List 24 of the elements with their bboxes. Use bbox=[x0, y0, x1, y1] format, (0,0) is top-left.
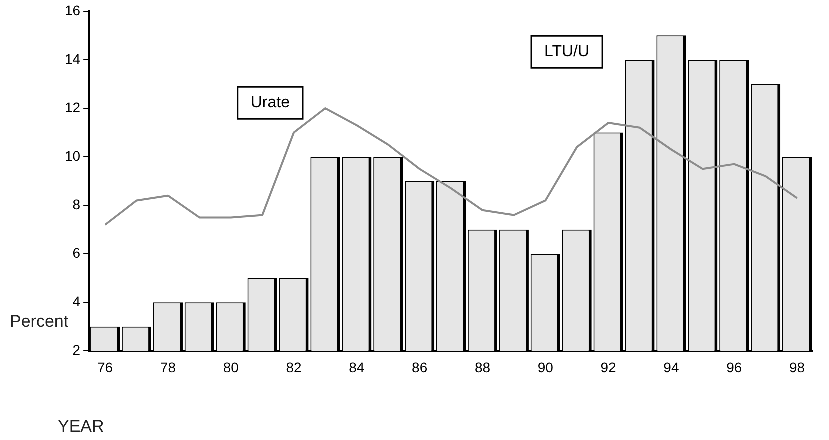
x-tick-label: 76 bbox=[98, 359, 114, 376]
x-tick-label: 96 bbox=[726, 359, 742, 376]
y-axis-title: Percent bbox=[10, 312, 69, 332]
x-tick-label: 90 bbox=[538, 359, 554, 376]
series-label: Urate bbox=[250, 94, 290, 112]
x-tick-label: 82 bbox=[286, 359, 302, 376]
y-tick-label: 12 bbox=[64, 99, 81, 116]
x-tick-label: 84 bbox=[349, 359, 365, 376]
x-tick-label: 98 bbox=[789, 359, 806, 376]
text: LTU/U bbox=[544, 44, 590, 61]
x-tick-label: 94 bbox=[664, 359, 680, 376]
y-tick-label: 16 bbox=[64, 2, 81, 18]
x-tick-label: 80 bbox=[223, 359, 240, 376]
x-tick-label: 92 bbox=[600, 359, 617, 376]
x-tick-label: 78 bbox=[160, 359, 176, 376]
y-tick-label: 2 bbox=[72, 342, 81, 358]
x-tick-label: 88 bbox=[474, 359, 491, 376]
y-tick-label: 10 bbox=[64, 148, 81, 164]
x-tick-label: 86 bbox=[412, 359, 428, 376]
y-tick-label: 14 bbox=[64, 50, 81, 67]
y-tick-label: 8 bbox=[72, 196, 81, 212]
y-tick-label: 4 bbox=[72, 294, 81, 310]
y-tick-label: 6 bbox=[72, 244, 81, 261]
x-axis-title: YEAR bbox=[58, 417, 104, 437]
